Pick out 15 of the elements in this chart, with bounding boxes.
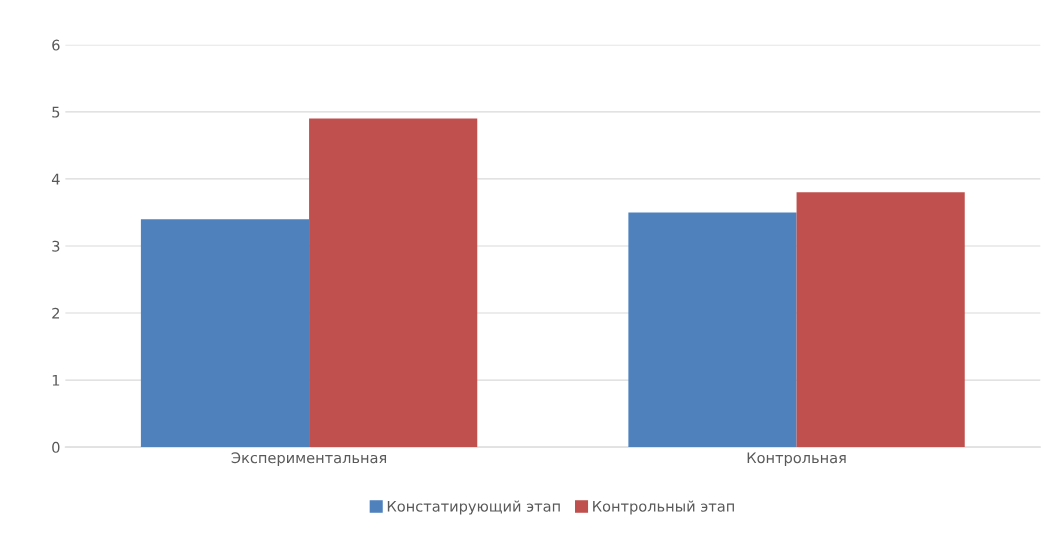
legend-label: Контрольный этап: [593, 500, 734, 515]
y-tick-label: 4: [51, 173, 60, 185]
legend-label: Констатирующий этап: [387, 500, 560, 515]
bar: [140, 219, 310, 448]
bar: [628, 212, 797, 448]
y-tick-label: 2: [52, 307, 60, 319]
y-tick-label: 1: [52, 374, 60, 386]
y-tick-label: 0: [52, 441, 60, 453]
y-tick-label: 6: [52, 39, 60, 51]
x-tick-label: Экспериментальная: [231, 452, 387, 467]
x-tick-label: Контрольная: [747, 452, 846, 467]
bar: [309, 118, 478, 448]
bar: [796, 192, 965, 448]
y-tick-label: 5: [52, 106, 60, 118]
y-tick-label: 3: [52, 240, 60, 252]
